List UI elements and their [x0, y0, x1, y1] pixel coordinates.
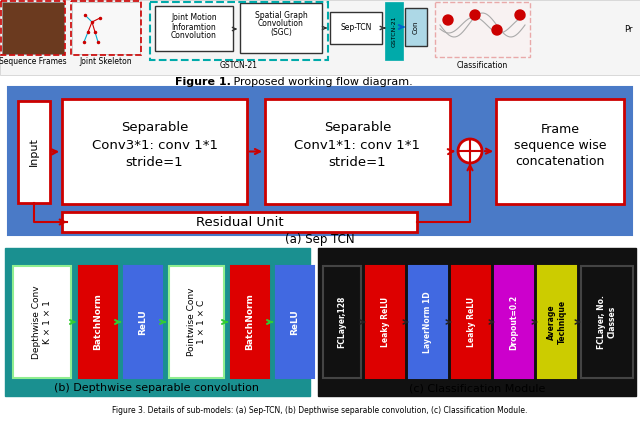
Text: (b) Depthwise separable convolution: (b) Depthwise separable convolution: [54, 383, 259, 393]
Bar: [452, 266, 490, 378]
Text: Average
Technique: Average Technique: [547, 300, 566, 344]
Text: ReLU: ReLU: [138, 309, 147, 335]
Bar: [323, 266, 361, 378]
Bar: [435, 2, 530, 57]
Text: Con: Con: [413, 20, 419, 34]
Text: Figure 1.: Figure 1.: [175, 77, 231, 87]
Text: Joint Skeleton: Joint Skeleton: [80, 58, 132, 67]
Text: sequence wise: sequence wise: [514, 139, 606, 151]
Text: (SGC): (SGC): [270, 28, 292, 36]
Text: stride=1: stride=1: [125, 155, 183, 169]
Bar: [538, 266, 576, 378]
Text: Residual Unit: Residual Unit: [196, 215, 284, 229]
Circle shape: [470, 10, 480, 20]
Bar: [385, 2, 403, 60]
Text: Conv1*1: conv 1*1: Conv1*1: conv 1*1: [294, 139, 420, 151]
Text: Leaky ReLU: Leaky ReLU: [381, 297, 390, 347]
Bar: [5, 248, 310, 396]
Text: (a) Sep TCN: (a) Sep TCN: [285, 233, 355, 246]
Text: Joint Motion: Joint Motion: [171, 13, 217, 23]
Bar: [71, 1, 141, 55]
Text: FCLayer,128: FCLayer,128: [337, 296, 346, 348]
Bar: [124, 266, 162, 378]
Text: Convolution: Convolution: [258, 20, 304, 28]
Text: BatchNorm: BatchNorm: [93, 293, 102, 350]
Bar: [8, 87, 632, 235]
Bar: [18, 101, 50, 203]
Bar: [405, 8, 427, 46]
Bar: [366, 266, 404, 378]
Bar: [62, 99, 247, 204]
Text: Sequence Frames: Sequence Frames: [0, 58, 67, 67]
Bar: [1, 1, 65, 55]
Circle shape: [458, 139, 482, 163]
Text: LayerNorm 1D: LayerNorm 1D: [424, 291, 433, 353]
Text: Pr: Pr: [624, 25, 632, 35]
Text: concatenation: concatenation: [515, 155, 605, 167]
Bar: [169, 266, 224, 378]
Text: Classification: Classification: [456, 62, 508, 71]
Text: Inforamtion: Inforamtion: [172, 23, 216, 32]
Text: Proposed working flow diagram.: Proposed working flow diagram.: [230, 77, 413, 87]
Bar: [2, 2, 64, 54]
Bar: [330, 12, 382, 44]
Circle shape: [443, 15, 453, 25]
Bar: [581, 266, 633, 378]
Text: FCLayer, No.
Classes: FCLayer, No. Classes: [597, 295, 617, 349]
Bar: [72, 2, 140, 54]
Text: Conv3*1: conv 1*1: Conv3*1: conv 1*1: [92, 139, 218, 151]
Bar: [240, 3, 322, 53]
Text: stride=1: stride=1: [329, 155, 387, 169]
Text: Spatial Graph: Spatial Graph: [255, 12, 307, 20]
Bar: [13, 266, 71, 378]
Bar: [265, 99, 450, 204]
Bar: [0, 0, 640, 75]
Text: Frame: Frame: [541, 123, 579, 135]
Bar: [318, 248, 636, 396]
Text: BatchNorm: BatchNorm: [246, 293, 255, 350]
Bar: [79, 266, 117, 378]
Bar: [495, 266, 533, 378]
Text: Sep-TCN: Sep-TCN: [340, 24, 372, 32]
Circle shape: [515, 10, 525, 20]
Text: Separable: Separable: [324, 120, 391, 134]
Text: Leaky ReLU: Leaky ReLU: [467, 297, 476, 347]
Text: Figure 3. Details of sub-models: (a) Sep-TCN, (b) Depthwise separable convolutio: Figure 3. Details of sub-models: (a) Sep…: [112, 405, 528, 415]
Text: Input: Input: [29, 138, 39, 166]
Text: Convolution: Convolution: [171, 32, 217, 40]
Text: GSTCN-21: GSTCN-21: [220, 62, 258, 71]
Bar: [496, 99, 624, 204]
Circle shape: [492, 25, 502, 35]
Bar: [409, 266, 447, 378]
Bar: [150, 2, 328, 60]
Bar: [276, 266, 314, 378]
Bar: [155, 6, 233, 51]
Text: Separable: Separable: [121, 120, 188, 134]
Bar: [231, 266, 269, 378]
Text: Dropout=0.2: Dropout=0.2: [509, 294, 518, 349]
Text: Pointwise Conv
1 × 1 × C: Pointwise Conv 1 × 1 × C: [187, 288, 206, 356]
Text: (c) Classification Module: (c) Classification Module: [409, 383, 545, 393]
Text: GSTCN-21: GSTCN-21: [392, 15, 397, 47]
Bar: [62, 212, 417, 232]
Text: Depthwise Conv
K × 1 × 1: Depthwise Conv K × 1 × 1: [32, 285, 52, 359]
Text: ReLU: ReLU: [291, 309, 300, 335]
